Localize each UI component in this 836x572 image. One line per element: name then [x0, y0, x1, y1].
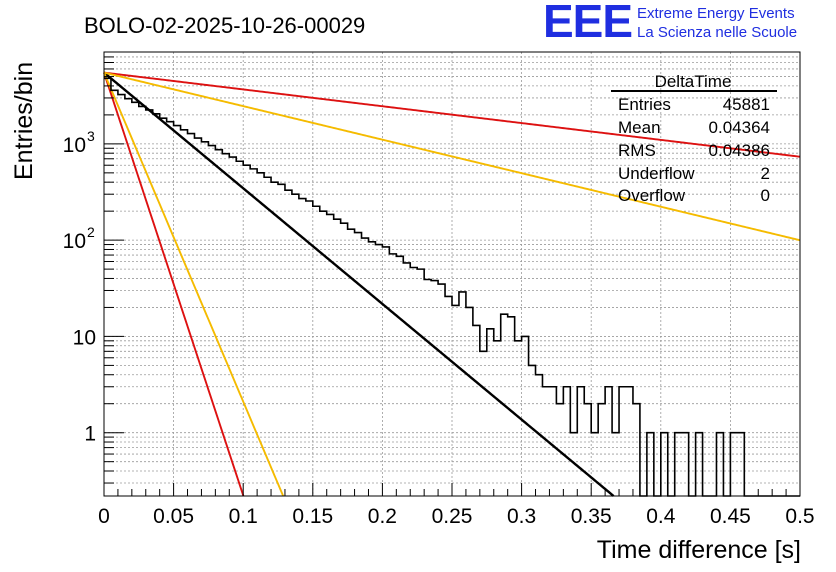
- stats-label-rms: RMS: [618, 141, 656, 160]
- y-tick-label-3: 10: [63, 134, 86, 157]
- stats-label-mean: Mean: [618, 118, 661, 137]
- stats-label-underflow: Underflow: [618, 164, 695, 183]
- logo-line-1: Extreme Energy Events: [637, 5, 795, 22]
- stats-title: DeltaTime: [655, 72, 732, 91]
- x-tick-label-10: 0.5: [785, 505, 814, 528]
- x-tick-label-5: 0.25: [432, 505, 473, 528]
- stats-label-entries: Entries: [618, 95, 671, 114]
- curve-red-upper: [103, 71, 801, 158]
- stats-value-rms: 0.04386: [709, 141, 770, 160]
- stats-box: DeltaTime Entries 45881 Mean 0.04364 RMS…: [611, 72, 777, 205]
- eee-logo: EEE Extreme Energy Events La Scienza nel…: [543, 0, 833, 47]
- y-tick-label-0: 1: [84, 423, 96, 446]
- stats-value-underflow: 2: [761, 164, 770, 183]
- x-tick-label-8: 0.4: [646, 505, 676, 528]
- x-tick-label-7: 0.35: [571, 505, 612, 528]
- x-tick-label-1: 0.05: [153, 505, 194, 528]
- x-tick-label-0: 0: [98, 505, 110, 528]
- histogram-bins: [104, 77, 800, 497]
- curve-orange-lower: [103, 72, 285, 497]
- curve-orange-upper: [103, 71, 801, 242]
- x-tick-label-6: 0.3: [507, 505, 536, 528]
- x-tick-label-3: 0.15: [292, 505, 333, 528]
- x-tick-label-4: 0.2: [368, 505, 397, 528]
- logo-letters: EEE: [543, 0, 633, 47]
- y-axis-label: Entries/bin: [10, 62, 38, 180]
- x-axis-label: Time difference [s]: [597, 536, 801, 564]
- stats-value-entries: 45881: [723, 95, 770, 114]
- curve-fit: [103, 71, 615, 497]
- x-tick-label-2: 0.1: [229, 505, 258, 528]
- stats-value-mean: 0.04364: [709, 118, 770, 137]
- fit-curves: [103, 71, 801, 497]
- x-tick-label-9: 0.45: [710, 505, 751, 528]
- y-tick-label-1: 10: [73, 326, 96, 349]
- stats-label-overflow: Overflow: [618, 186, 686, 205]
- y-tick-label-2: 10: [63, 230, 86, 253]
- y-tick-exponent-2: 2: [87, 224, 95, 240]
- axes: 0 0.05 0.1 0.15 0.2 0.25 0.3 0.35 0.4 0.45 0.5 1 10 1…: [63, 51, 815, 528]
- stats-value-overflow: 0: [761, 186, 770, 205]
- chart-title: BOLO-02-2025-10-26-00029: [84, 13, 365, 38]
- logo-line-2: La Scienza nelle Scuole: [637, 24, 798, 41]
- y-tick-exponent-3: 3: [87, 128, 95, 144]
- curve-red-lower: [103, 72, 245, 497]
